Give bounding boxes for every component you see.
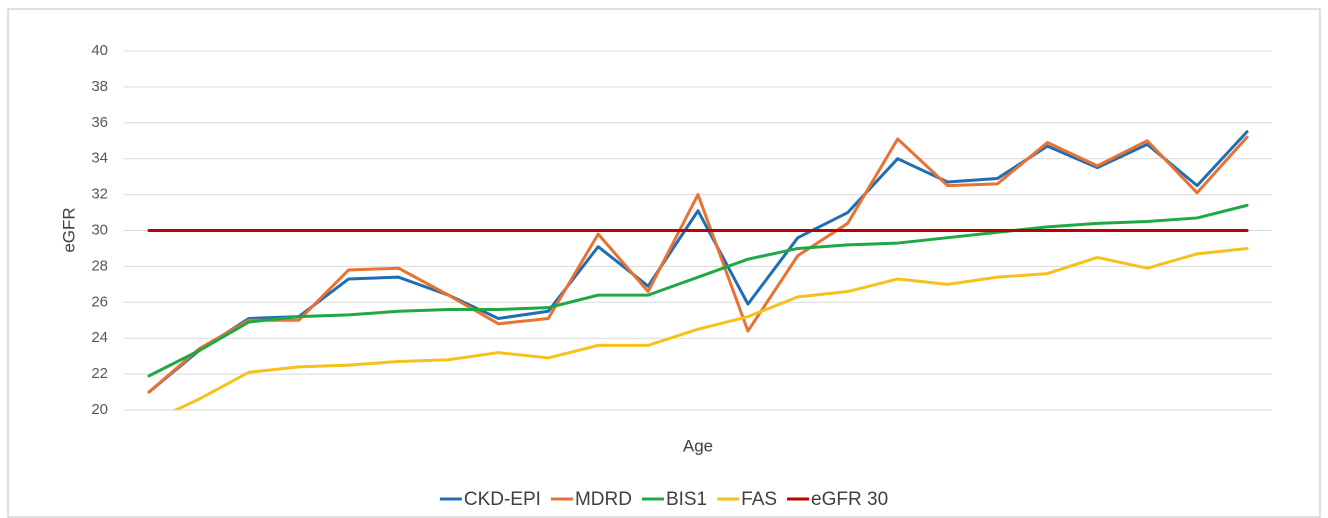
y-tick-label: 36 <box>91 114 108 131</box>
y-tick-label: 26 <box>91 293 108 310</box>
y-tick-label: 22 <box>91 365 108 382</box>
legend-label: BIS1 <box>666 489 707 510</box>
legend: CKD-EPI MDRD BIS1 FAS eGFR 30 <box>439 489 888 510</box>
y-axis-label: eGFR <box>59 207 78 252</box>
series-line <box>172 246 1249 410</box>
y-tick-label: 40 <box>91 42 108 59</box>
legend-label: MDRD <box>575 489 632 510</box>
series-line <box>147 135 1249 394</box>
y-tick-label: 28 <box>91 257 108 274</box>
y-tick-label: 32 <box>91 186 108 203</box>
y-tick-label: 30 <box>91 221 108 238</box>
legend-label: CKD-EPI <box>464 489 541 510</box>
legend-label: eGFR 30 <box>811 489 888 510</box>
y-tick-label: 34 <box>91 150 108 167</box>
series-line <box>147 130 1249 394</box>
x-axis-label: Age <box>683 436 713 455</box>
legend-label: FAS <box>741 489 777 510</box>
y-tick-label: 20 <box>91 401 108 418</box>
plot-area <box>147 130 1249 410</box>
series-line <box>147 203 1249 378</box>
y-tick-label: 38 <box>91 78 108 95</box>
y-tick-label: 24 <box>91 329 108 346</box>
